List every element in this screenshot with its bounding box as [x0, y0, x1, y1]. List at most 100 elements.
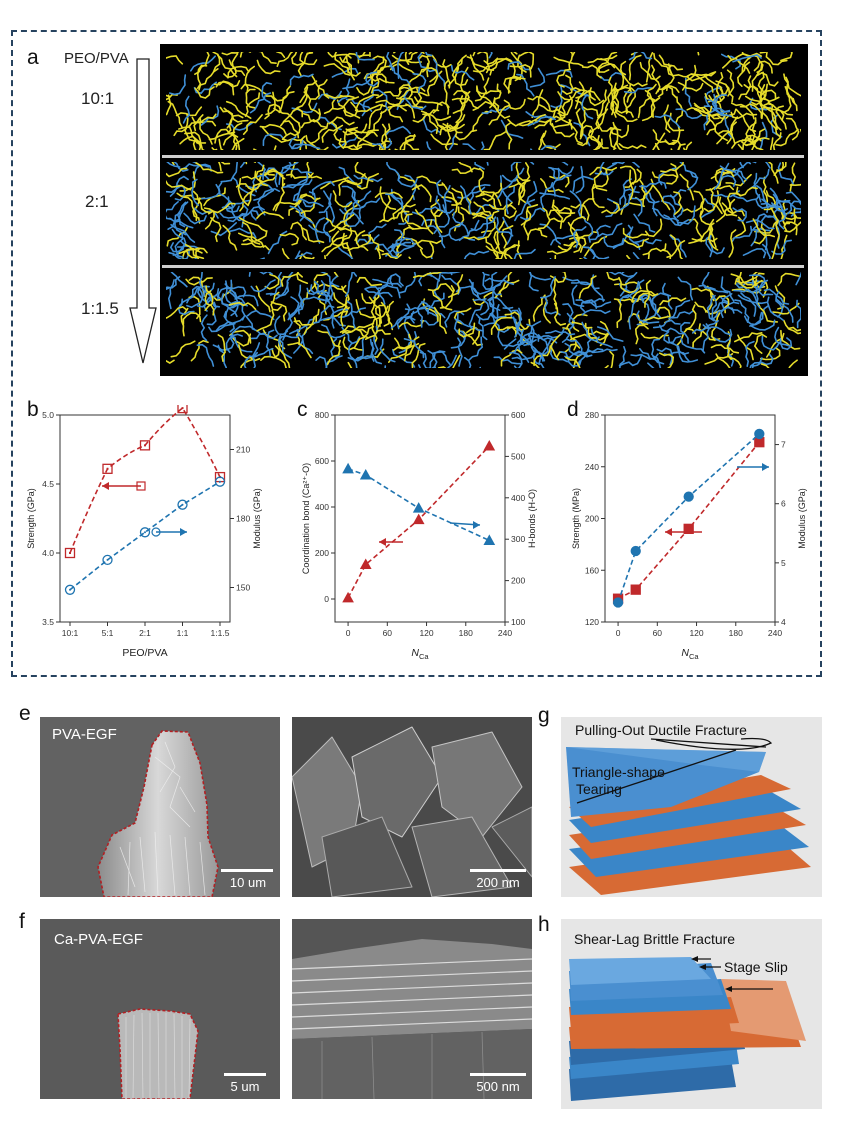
- data-point-circle: [630, 545, 641, 557]
- data-point-triangle: [483, 534, 496, 545]
- panel-letter-b: b: [27, 398, 39, 421]
- data-point-triangle: [412, 502, 425, 513]
- brittle-fracture-title: Shear-Lag Brittle Fracture: [574, 931, 736, 947]
- y-tick-label-right: 400: [511, 493, 525, 503]
- series-fit-line: [69, 481, 221, 591]
- down-arrow-icon: [129, 58, 157, 364]
- data-point-center: [144, 531, 146, 534]
- x-axis-label: PEO/PVA: [122, 647, 167, 659]
- series-fit-line: [347, 468, 490, 542]
- y-tick-label-left: 400: [315, 502, 329, 512]
- y-tick-label-right: 150: [236, 583, 250, 593]
- sem-label-pva-egf: PVA-EGF: [52, 726, 117, 743]
- strip-divider: [162, 265, 804, 268]
- data-point-triangle: [412, 513, 425, 525]
- x-tick-label: 240: [498, 628, 512, 638]
- y-tick-label-right: 180: [236, 514, 250, 524]
- y-tick-label-right: 300: [511, 534, 525, 544]
- y-tick-label-left: 800: [315, 410, 329, 420]
- x-axis-label: NCa: [411, 647, 429, 661]
- y-tick-label-left: 200: [315, 548, 329, 558]
- y-tick-label-left: 120: [585, 617, 599, 627]
- panel-letter-d: d: [567, 398, 579, 421]
- axis-arrow-right-head: [762, 463, 769, 471]
- ductile-fracture-title: Pulling-Out Ductile Fracture: [575, 722, 747, 738]
- data-point-circle: [139, 527, 151, 538]
- y-tick-label-left: 200: [585, 514, 599, 524]
- data-point-center: [106, 467, 109, 470]
- x-tick-label: 0: [346, 628, 351, 638]
- y-tick-label-left: 160: [585, 565, 599, 575]
- x-tick-label: 1:1.5: [211, 628, 230, 638]
- triangle-tearing-line2: Tearing: [576, 781, 622, 797]
- y-tick-label-left: 0: [324, 594, 329, 604]
- scale-bar: [224, 1073, 266, 1076]
- sem-image-ca-pva-egf-low: Ca-PVA-EGF 5 um: [40, 919, 280, 1099]
- axis-arrow-left-head: [102, 482, 109, 490]
- x-tick-label: 0: [616, 628, 621, 638]
- y-tick-label-right: 200: [511, 576, 525, 586]
- x-tick-label: 180: [459, 628, 473, 638]
- data-point-circle: [754, 428, 765, 440]
- figure-frame-a-d: [11, 30, 822, 677]
- x-tick-label: 5:1: [102, 628, 114, 638]
- data-point-triangle: [359, 469, 372, 480]
- data-point-center: [69, 552, 71, 554]
- data-point-square: [630, 584, 641, 595]
- fracture-render-brittle: Shear-Lag Brittle Fracture Stage Slip: [561, 919, 822, 1109]
- stage-slip-label: Stage Slip: [724, 959, 788, 975]
- y-tick-label-right: 7: [781, 440, 786, 450]
- data-point-circle: [102, 554, 113, 566]
- simulation-strip-10-1: [166, 52, 801, 150]
- x-axis-label: NCa: [681, 647, 699, 661]
- simulation-strip-2-1: [166, 162, 801, 259]
- x-tick-label: 1:1: [177, 628, 189, 638]
- scale-bar: [221, 869, 273, 872]
- y-tick-label-left: 280: [585, 410, 599, 420]
- axis-arrow-left-head: [379, 538, 386, 546]
- chart-b-strength-modulus: 3.5 4.0 4.5 5.0 150 180 210 10:1 5:1 2:1 1:1 1:1.5 P…: [26, 405, 262, 659]
- plot-frame: [334, 414, 506, 623]
- x-tick-label: 240: [768, 628, 782, 638]
- peo-pva-header: PEO/PVA: [64, 50, 129, 67]
- data-point-square: [102, 463, 113, 474]
- scale-text-e-right: 200 nm: [476, 875, 520, 890]
- series-fit-line: [347, 445, 490, 599]
- triangle-tearing-line1: Triangle-shape: [572, 764, 665, 780]
- axis-arrow-right-head: [473, 521, 480, 529]
- y-tick-label-left: 4.0: [42, 548, 54, 558]
- series-fit-line: [617, 441, 760, 600]
- data-point-center: [219, 480, 221, 483]
- data-point-circle: [177, 499, 188, 510]
- sem-label-ca-pva-egf: Ca-PVA-EGF: [54, 931, 143, 948]
- data-point-square: [177, 405, 188, 414]
- y-axis-label-right: H-bonds (H-O): [527, 489, 537, 548]
- y-tick-label-right: 6: [781, 499, 786, 509]
- data-point-center: [181, 503, 184, 506]
- scale-text-f-right: 500 nm: [476, 1079, 520, 1094]
- axis-arrow-right-head: [180, 528, 187, 536]
- y-tick-label-left: 600: [315, 456, 329, 466]
- data-point-circle: [214, 476, 226, 487]
- data-point-square: [139, 440, 151, 451]
- x-tick-label: 60: [383, 628, 393, 638]
- y-axis-label-left: Strength (MPa): [571, 488, 581, 549]
- panel-letter-h: h: [538, 913, 550, 936]
- data-point-center: [144, 444, 146, 447]
- panel-letter-f: f: [19, 910, 25, 933]
- data-point-center: [106, 558, 109, 561]
- y-tick-label-right: 600: [511, 410, 525, 420]
- x-tick-label: 10:1: [62, 628, 79, 638]
- chart-d-strength-modulus: 120 160 200 240 280 4 5 6 7 0 60 120 180 240 NCa Streng…: [571, 410, 807, 661]
- plot-frame: [604, 414, 776, 623]
- y-tick-label-left: 3.5: [42, 617, 54, 627]
- y-tick-label-right: 100: [511, 617, 525, 627]
- scale-bar: [470, 1073, 526, 1076]
- panel-letter-a: a: [27, 46, 39, 69]
- scale-bar: [470, 869, 526, 872]
- data-point-circle: [64, 584, 76, 595]
- y-tick-label-left: 5.0: [42, 410, 54, 420]
- data-point-center: [181, 407, 184, 410]
- scale-text-f-left: 5 um: [230, 1079, 260, 1094]
- data-point-center: [69, 588, 71, 591]
